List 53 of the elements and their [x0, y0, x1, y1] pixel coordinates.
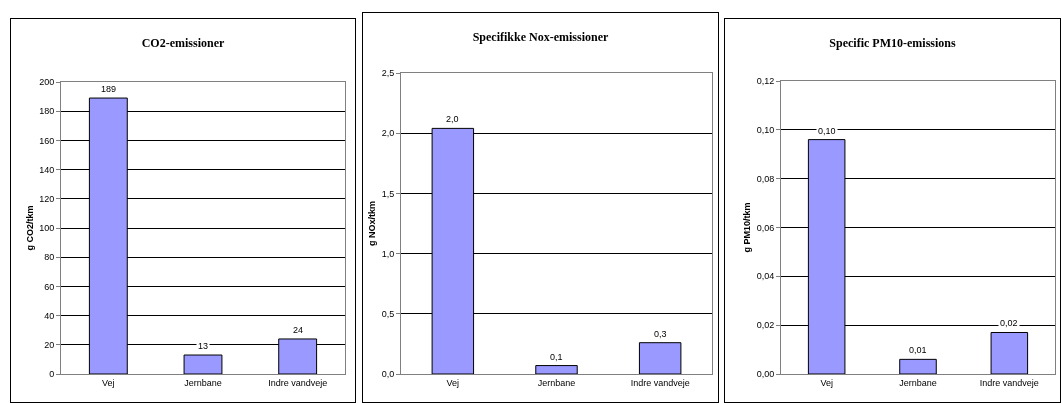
data-label: 2,0	[446, 114, 459, 124]
y-tick-label: 0	[49, 369, 55, 380]
y-tick-label: 0,02	[756, 320, 775, 331]
data-label: 189	[101, 84, 117, 94]
y-tick-label: 140	[39, 164, 55, 175]
y-tick-label: 0,0	[381, 369, 395, 380]
x-tick-label: Jernbane	[184, 377, 222, 388]
y-axis-title: g CO2/tkm	[24, 205, 35, 251]
y-tick-label: 0,00	[756, 369, 775, 380]
y-tick-label: 0,04	[756, 271, 775, 282]
y-tick-label: 60	[44, 281, 55, 292]
data-label: 0,01	[909, 345, 927, 355]
y-tick-label: 0,06	[756, 222, 775, 233]
y-tick-label: 160	[39, 135, 55, 146]
chart-title: CO2-emissioner	[141, 36, 225, 51]
chart-title: Specific PM10-emissions	[829, 36, 956, 51]
y-tick-label: 0,5	[381, 308, 395, 319]
x-tick-label: Jernbane	[537, 377, 576, 388]
y-tick-label: 2,5	[381, 68, 395, 79]
data-label: 13	[198, 341, 209, 351]
y-tick-label: 1,5	[381, 188, 395, 199]
bar	[990, 331, 1029, 374]
x-tick-label: Vej	[446, 377, 460, 388]
y-tick-label: 20	[44, 339, 55, 350]
y-tick-label: 0,08	[756, 173, 775, 184]
y-tick-label: 100	[39, 223, 55, 234]
y-tick-label: 40	[44, 310, 55, 321]
y-tick-label: 120	[39, 193, 55, 204]
y-tick-label: 80	[44, 252, 55, 263]
x-tick-label: Indre vandveje	[630, 377, 690, 388]
y-tick-label: 2,0	[381, 128, 395, 139]
y-axis-title: g NOx/tkm	[367, 200, 378, 247]
x-tick-label: Jernbane	[899, 377, 937, 388]
chart-title: Specifikke Nox-emissioner	[472, 30, 609, 45]
x-tick-label: Vej	[102, 377, 115, 388]
data-label: 0,10	[818, 126, 836, 136]
bar	[899, 358, 937, 374]
x-tick-label: Indre vandveje	[979, 377, 1039, 388]
y-tick-label: 180	[39, 106, 55, 117]
y-tick-label: 1,0	[381, 248, 395, 259]
bar	[535, 365, 578, 374]
y-tick-label: 200	[39, 77, 55, 88]
x-tick-label: Vej	[820, 377, 833, 388]
bar	[183, 354, 223, 374]
x-tick-label: Indre vandveje	[268, 377, 328, 388]
data-label: 0,3	[654, 329, 667, 339]
y-tick-label: 0,10	[756, 124, 775, 135]
data-label: 0,02	[1000, 318, 1018, 328]
data-label: 24	[293, 325, 304, 335]
y-tick-label: 0,12	[756, 76, 775, 87]
data-label: 0,1	[550, 352, 563, 362]
bar	[638, 342, 682, 374]
y-axis-title: g PM10/tkm	[742, 202, 753, 253]
